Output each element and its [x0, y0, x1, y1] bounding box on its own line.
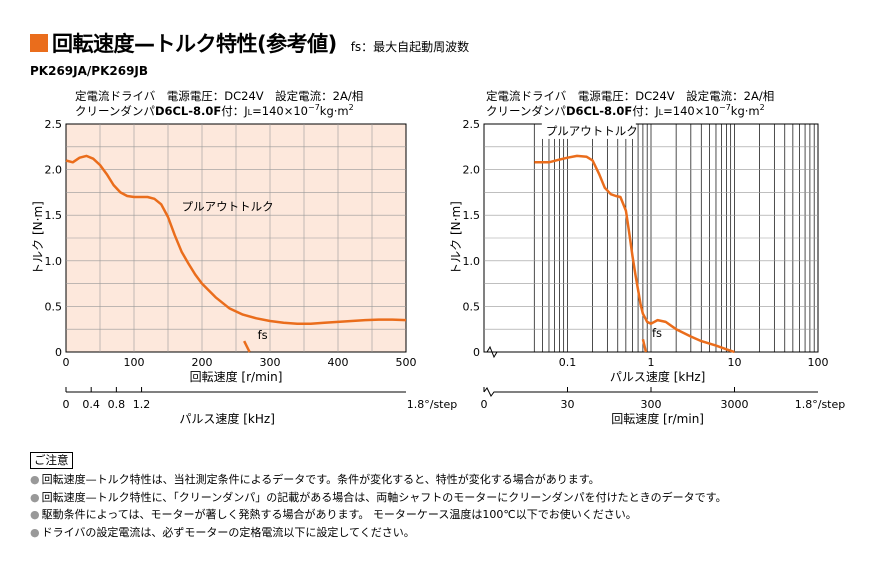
- secondary-axis-label: パルス速度 [kHz]: [179, 411, 274, 426]
- condition-part: −7: [719, 103, 731, 112]
- condition-part: クリーンダンパ: [486, 104, 566, 118]
- series-label-fs: fs: [258, 328, 268, 342]
- condition-part: 2: [349, 103, 354, 112]
- notes-heading: ご注意: [30, 452, 73, 469]
- pullout-torque-line: [534, 154, 735, 354]
- secondary-tick-label: 0.4: [82, 398, 100, 411]
- fs-definition: fs：最大自起動周波数: [350, 39, 470, 54]
- condition-part: D6CL-8.0F: [566, 104, 632, 118]
- y-tick-label: 0.5: [45, 300, 63, 313]
- model-name: PK269JA/PK269JB: [30, 64, 149, 78]
- condition-line-1: 定電流ドライバ 電源電圧：DC24V 設定電流：2A/相: [75, 89, 363, 103]
- x-tick-label: 100: [808, 356, 829, 369]
- y-tick-label: 1.5: [463, 209, 481, 222]
- series-label-fs: fs: [652, 326, 662, 340]
- y-tick-label: 0: [473, 346, 480, 359]
- condition-line-2: クリーンダンパD6CL-8.0F付：JL=140×10−7kg·m2: [75, 103, 354, 118]
- condition-part: クリーンダンパ: [75, 104, 155, 118]
- y-tick-label: 1.0: [463, 255, 481, 268]
- y-axis-label: トルク [N·m]: [449, 201, 463, 275]
- series-label-pullout: プルアウトトルク: [182, 200, 274, 214]
- note-item: 回転速度—トルク特性は、当社測定条件によるデータです。条件が変化すると、特性が変…: [30, 471, 727, 489]
- y-tick-label: 0: [55, 346, 62, 359]
- series-label-background: [541, 122, 636, 139]
- step-angle-label: 1.8°/step: [795, 398, 846, 411]
- y-tick-label: 2.5: [45, 118, 63, 131]
- fs-line: [641, 338, 648, 353]
- secondary-tick-label: 0: [481, 398, 488, 411]
- x-tick-label: 0: [63, 356, 70, 369]
- x-tick-label: 0.1: [559, 356, 577, 369]
- note-item: 回転速度—トルク特性に、「クリーンダンパ」の記載がある場合は、両軸シャフトのモー…: [30, 489, 727, 507]
- condition-part: 付：J: [632, 104, 658, 118]
- x-tick-label: 100: [124, 356, 145, 369]
- y-tick-label: 0.5: [463, 300, 481, 313]
- series-label-pullout: プルアウトトルク: [546, 124, 638, 138]
- condition-part: −7: [308, 103, 320, 112]
- condition-line-2: クリーンダンパD6CL-8.0F付：JL=140×10−7kg·m2: [486, 103, 765, 118]
- title-text: 回転速度—トルク特性(参考値): [52, 32, 337, 56]
- secondary-axis-label: 回転速度 [r/min]: [611, 411, 704, 426]
- pullout-torque-line: [65, 154, 407, 325]
- condition-part: kg·m: [731, 104, 760, 118]
- page-title: 回転速度—トルク特性(参考値) fs：最大自起動周波数: [30, 30, 469, 56]
- secondary-tick-label: 300: [641, 398, 662, 411]
- title-marker-icon: [30, 34, 48, 52]
- condition-part: 2: [760, 103, 765, 112]
- secondary-axis-line: [483, 387, 818, 397]
- x-tick-label: 500: [396, 356, 417, 369]
- secondary-tick-label: 1.2: [133, 398, 151, 411]
- secondary-tick-label: 3000: [721, 398, 749, 411]
- condition-part: L: [248, 108, 253, 117]
- axis-break-mark: [486, 345, 498, 359]
- y-tick-label: 2.0: [45, 164, 63, 177]
- y-tick-label: 1.5: [45, 209, 63, 222]
- x-axis-label: パルス速度 [kHz]: [610, 369, 705, 384]
- x-tick-label: 400: [328, 356, 349, 369]
- x-axis-label: 回転速度 [r/min]: [190, 369, 283, 384]
- note-item: ドライバの設定電流は、必ずモーターの定格電流以下に設定してください。: [30, 524, 727, 542]
- chart-log: 0.1 1 10 100 0 0.5 1.0 1.5 2.0 2.5 パルス速度 [kHz] トルク …: [449, 118, 845, 426]
- notes-section: ご注意 回転速度—トルク特性は、当社測定条件によるデータです。条件が変化すると、…: [30, 452, 727, 541]
- step-angle-label: 1.8°/step: [407, 398, 458, 411]
- y-tick-label: 1.0: [45, 255, 63, 268]
- y-axis-label: トルク [N·m]: [31, 201, 45, 275]
- condition-part: L: [659, 108, 664, 117]
- x-tick-label: 1: [648, 356, 655, 369]
- condition-part: kg·m: [320, 104, 349, 118]
- chart-linear: 0 100 200 300 400 500 0 0.5 1.0 1.5 2.0 2.5 回転速度 [r/…: [31, 118, 457, 426]
- y-tick-label: 2.0: [463, 164, 481, 177]
- condition-part: D6CL-8.0F: [155, 104, 221, 118]
- x-tick-label: 200: [192, 356, 213, 369]
- condition-part: =140×10: [663, 104, 719, 118]
- fs-line: [243, 340, 251, 353]
- note-item: 駆動条件によっては、モーターが著しく発熱する場合があります。 モーターケース温度…: [30, 506, 727, 524]
- condition-part: 付：J: [221, 104, 247, 118]
- y-tick-label: 2.5: [463, 118, 481, 131]
- secondary-tick-label: 30: [561, 398, 575, 411]
- x-tick-label: 300: [260, 356, 281, 369]
- condition-part: =140×10: [252, 104, 308, 118]
- x-tick-label: 10: [728, 356, 742, 369]
- secondary-tick-label: 0: [63, 398, 70, 411]
- condition-line-1: 定電流ドライバ 電源電圧：DC24V 設定電流：2A/相: [486, 89, 774, 103]
- secondary-tick-label: 0.8: [108, 398, 126, 411]
